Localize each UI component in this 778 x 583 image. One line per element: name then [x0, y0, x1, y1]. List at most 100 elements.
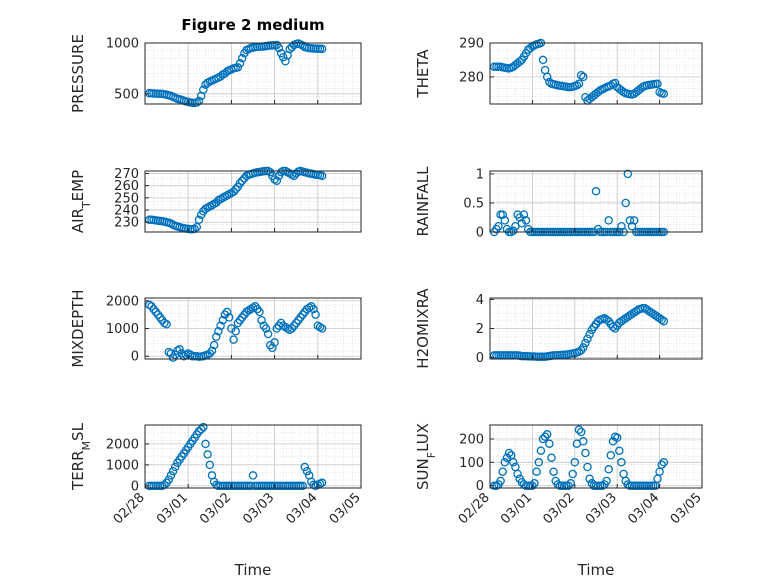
y-axis-label: MIXDEPTH: [69, 289, 87, 367]
x-tick-label: 03/03: [240, 490, 277, 527]
data-point: [579, 437, 588, 446]
x-tick-label: 03/04: [284, 490, 321, 527]
data-point: [604, 216, 613, 225]
data-point: [570, 458, 580, 467]
data-point: [648, 309, 658, 319]
data-point: [602, 476, 611, 486]
data-point: [496, 476, 505, 486]
data-point: [657, 315, 666, 325]
data-point: [145, 300, 154, 310]
y-axis-label: AIRTEMP: [69, 170, 93, 233]
data-point: [640, 303, 650, 313]
y-tick-label: 250: [114, 191, 139, 206]
data-point: [151, 307, 161, 317]
data-point: [494, 221, 503, 231]
data-point: [302, 304, 312, 314]
x-tick-label: 03/04: [625, 490, 662, 527]
data-point: [604, 465, 613, 474]
data-point: [289, 321, 299, 330]
data-point: [498, 467, 507, 476]
subplot-theta: 280 290 THETA: [414, 37, 703, 105]
data-point: [579, 343, 588, 352]
data-point: [517, 219, 527, 228]
data-point: [532, 467, 541, 476]
data-point: [231, 185, 240, 194]
data-point: [220, 310, 230, 319]
x-tick-label: 02/28: [456, 490, 493, 527]
data-point: [509, 226, 518, 236]
y-axis-label: H2OMIXRA: [414, 288, 432, 369]
data-point: [617, 316, 626, 326]
data-point: [585, 474, 594, 483]
data-point: [542, 72, 552, 82]
data-point: [568, 469, 577, 479]
data-point: [237, 176, 247, 186]
data-point: [203, 450, 212, 459]
data-point: [257, 315, 266, 325]
data-point: [591, 187, 601, 196]
data-point: [538, 434, 548, 444]
data-point: [166, 471, 176, 480]
data-point: [177, 349, 186, 358]
data-point: [229, 335, 238, 344]
axes-box: [144, 42, 362, 105]
x-tick-label: 03/05: [668, 490, 705, 527]
data-point: [500, 458, 510, 467]
data-point: [642, 305, 652, 314]
x-tick-label: 03/02: [541, 490, 578, 527]
data-point: [600, 314, 609, 323]
y-tick-label: 500: [114, 87, 139, 102]
data-point: [242, 307, 251, 317]
data-point: [602, 315, 611, 325]
x-axis-label: Time: [577, 561, 615, 579]
data-point: [248, 303, 258, 312]
data-point: [317, 478, 327, 488]
data-point: [579, 72, 588, 82]
data-point: [538, 55, 548, 65]
data-point: [534, 458, 544, 467]
data-point: [530, 479, 539, 488]
data-point: [504, 448, 514, 458]
data-point: [625, 311, 635, 320]
data-point: [515, 57, 524, 66]
series-markers: [145, 39, 327, 108]
data-point: [194, 215, 204, 225]
x-tick-label: 03/01: [498, 490, 535, 527]
data-point: [646, 308, 656, 317]
data-point: [619, 315, 628, 325]
data-point: [653, 312, 662, 322]
data-point: [617, 458, 626, 467]
data-point: [657, 460, 666, 469]
data-point: [519, 210, 529, 219]
data-point: [175, 345, 184, 354]
y-tick-label: 0: [131, 350, 139, 365]
data-point: [209, 340, 219, 350]
data-point: [513, 469, 522, 479]
data-point: [564, 481, 573, 490]
data-point: [235, 178, 245, 188]
data-point: [617, 221, 626, 231]
y-tick-label: 280: [459, 70, 484, 85]
chart-title: Figure 2 medium: [181, 16, 324, 34]
y-tick-label: 2000: [106, 437, 139, 452]
subplot-h2omixra: 0 2 4 H2OMIXRA: [414, 288, 703, 369]
data-point: [278, 321, 288, 330]
data-point: [235, 59, 245, 68]
data-point: [615, 318, 624, 327]
x-tick-label: 02/28: [111, 490, 148, 527]
data-point: [317, 324, 327, 333]
data-point: [526, 43, 535, 53]
series-markers: [145, 422, 327, 491]
data-point: [224, 313, 234, 322]
grid: [144, 42, 362, 104]
data-point: [606, 451, 616, 460]
y-tick-label: 2000: [106, 294, 139, 309]
data-point: [194, 427, 204, 436]
data-point: [300, 462, 310, 472]
data-point: [621, 198, 630, 208]
data-point: [313, 321, 323, 330]
data-point: [289, 171, 299, 181]
y-tick-label: 1000: [106, 37, 139, 52]
